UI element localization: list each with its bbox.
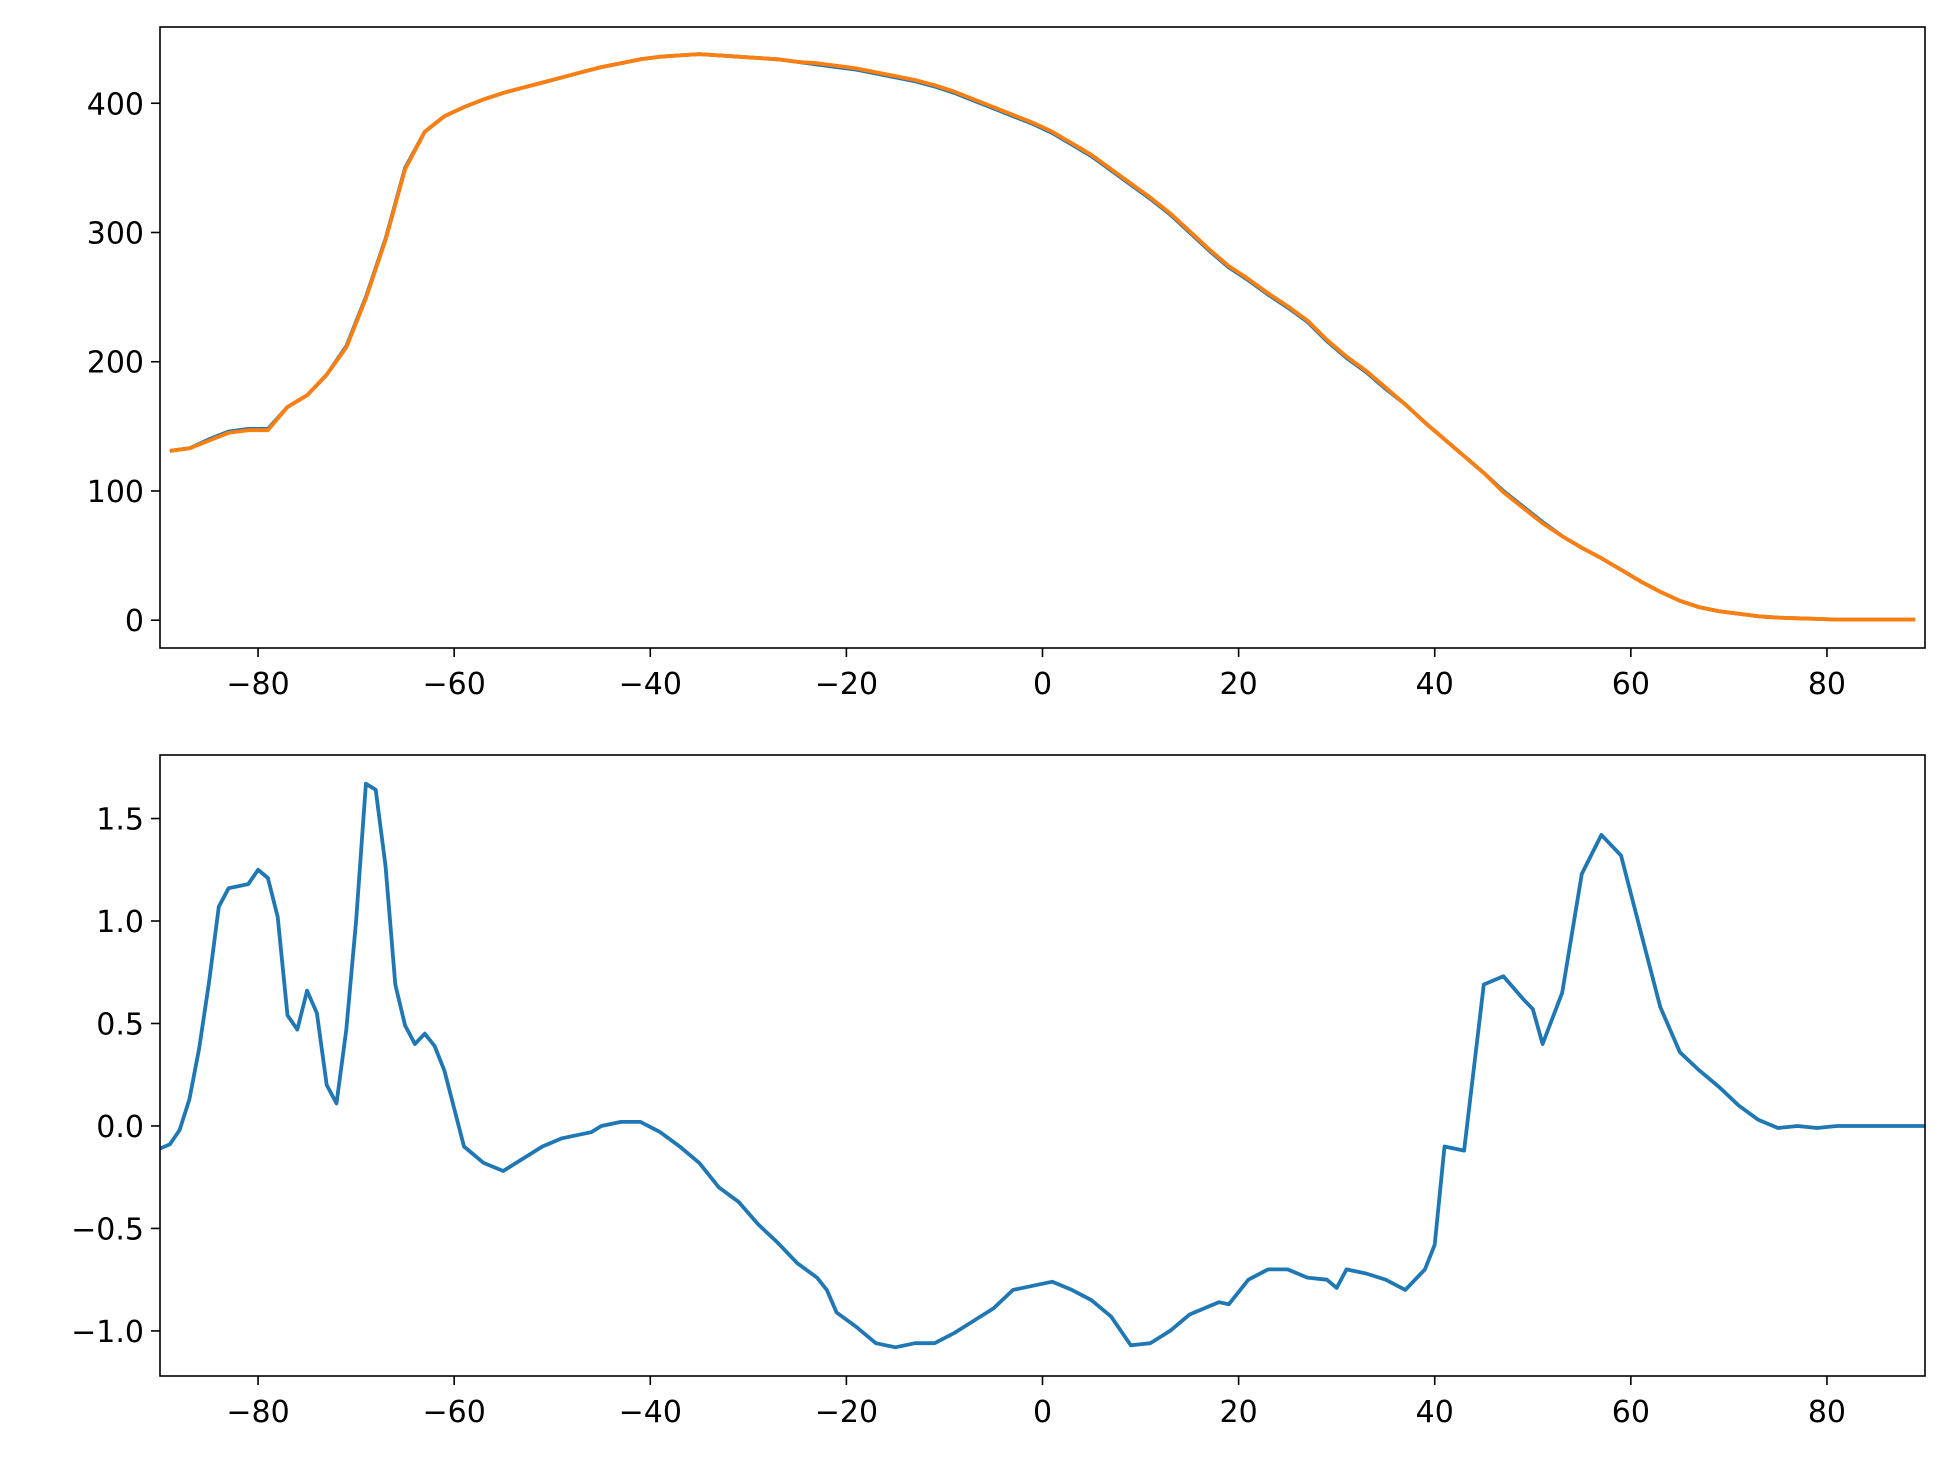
x-tick-label: −60 [423, 667, 486, 702]
x-tick-label: 20 [1220, 1395, 1258, 1430]
y-tick-label: 0.0 [96, 1110, 144, 1145]
y-tick-label: 0 [125, 604, 144, 639]
y-tick-label: −0.5 [71, 1212, 144, 1247]
y-tick-label: 1.0 [96, 905, 144, 940]
x-tick-label: 0 [1033, 1395, 1052, 1430]
x-tick-label: −40 [619, 1395, 682, 1430]
x-tick-label: 40 [1416, 1395, 1454, 1430]
y-tick-label: 100 [87, 475, 144, 510]
x-tick-label: −80 [226, 667, 289, 702]
x-tick-label: 60 [1612, 1395, 1650, 1430]
x-tick-label: 60 [1612, 667, 1650, 702]
x-tick-label: −20 [815, 667, 878, 702]
axes-frame [159, 754, 1926, 1377]
x-tick-label: −40 [619, 667, 682, 702]
y-tick-label: −1.0 [71, 1315, 144, 1350]
x-tick-label: −80 [226, 1395, 289, 1430]
x-tick-label: 20 [1220, 667, 1258, 702]
y-tick-label: 300 [87, 216, 144, 251]
x-tick-label: 0 [1033, 667, 1052, 702]
y-tick-label: 200 [87, 346, 144, 381]
y-tick-label: 400 [87, 87, 144, 122]
data-line [160, 781, 1925, 1350]
data-line [169, 52, 1916, 622]
y-tick-label: 1.5 [96, 803, 144, 838]
x-tick-label: −60 [423, 1395, 486, 1430]
y-tick-label: 0.5 [96, 1007, 144, 1042]
x-tick-label: 80 [1808, 1395, 1846, 1430]
x-tick-label: −20 [815, 1395, 878, 1430]
data-line [169, 52, 1916, 622]
x-tick-label: 40 [1416, 667, 1454, 702]
x-tick-label: 80 [1808, 667, 1846, 702]
axes-frame [159, 26, 1926, 649]
